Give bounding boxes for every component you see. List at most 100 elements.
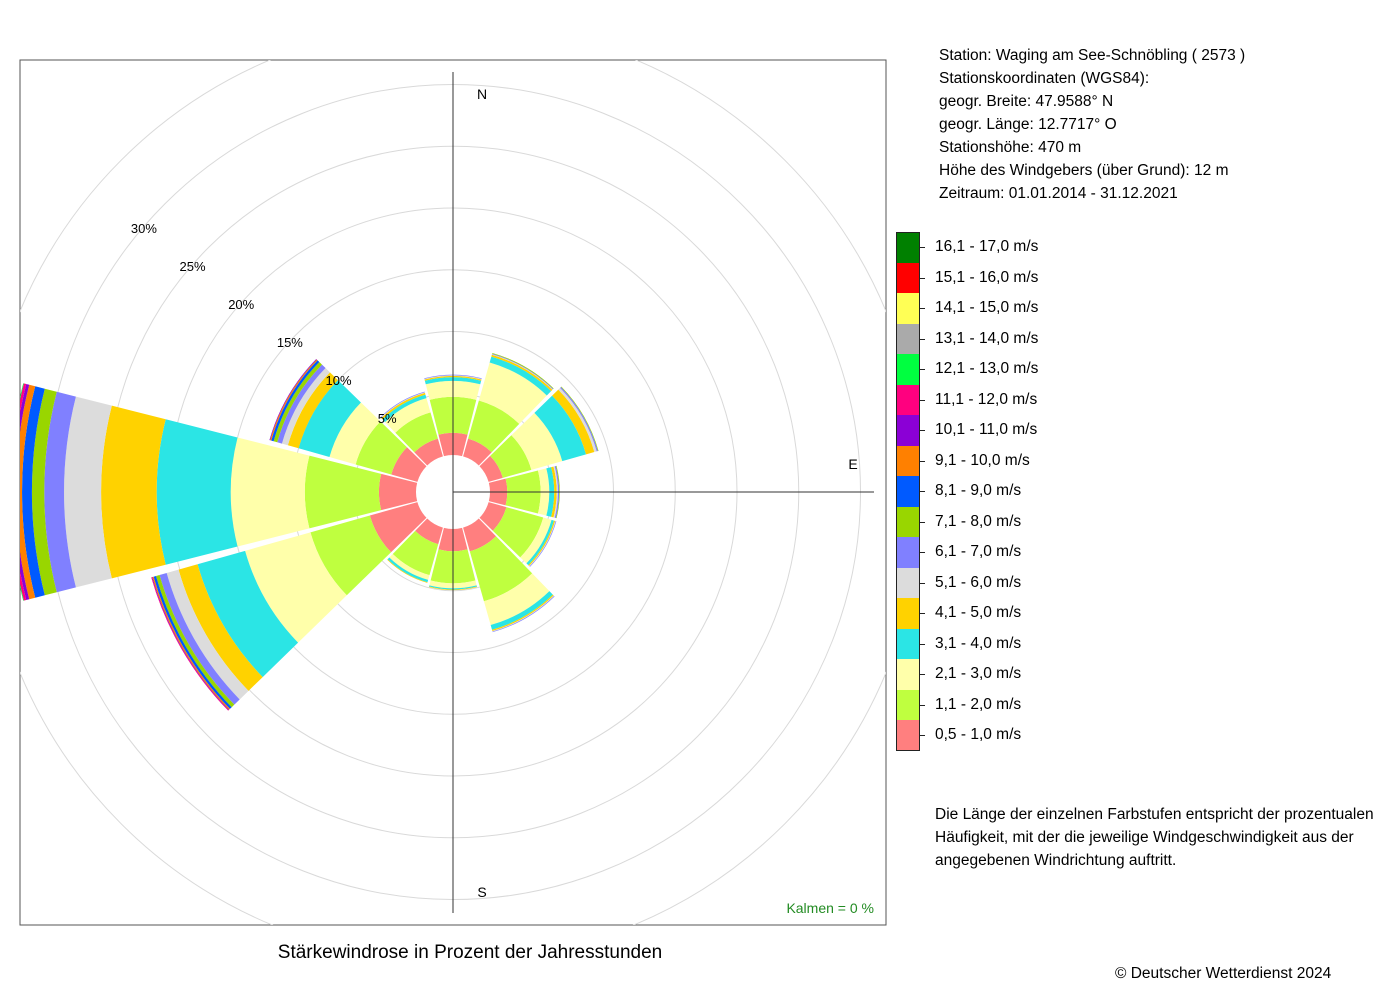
sector-330-class-0 [414, 438, 443, 466]
sector-210-class-2 [389, 553, 430, 580]
sector-330-class-2 [385, 398, 431, 433]
sector-270-class-0 [378, 473, 418, 511]
legend-label: 10,1 - 11,0 m/s [935, 421, 1038, 438]
legend-swatch [896, 384, 920, 415]
legend-label: 6,1 - 7,0 m/s [935, 543, 1022, 560]
ring-label-10: 10% [326, 373, 352, 388]
sector-120-class-2 [520, 517, 552, 564]
sector-120-class-0 [479, 502, 507, 531]
sector-210-class-0 [415, 518, 443, 545]
sector-120-class-1 [492, 507, 544, 558]
sector-330-class-3 [382, 394, 427, 423]
legend-label: 1,1 - 2,0 m/s [935, 695, 1022, 713]
sector-30-class-3 [489, 356, 552, 396]
legend-tick [920, 552, 925, 553]
sector-150-class-3 [490, 591, 553, 630]
legend-label: 0,5 - 1,0 m/s [935, 726, 1022, 743]
sector-60-class-0 [479, 455, 503, 482]
sector-270-class-11 [20, 383, 27, 601]
sector-60-class-4 [552, 389, 595, 455]
compass-label-s: S [477, 884, 486, 900]
sector-0-class-4 [424, 375, 482, 381]
sector-0-class-5 [424, 375, 482, 380]
sector-30-class-0 [463, 438, 492, 466]
legend-label: 7,1 - 8,0 m/s [935, 512, 1022, 530]
sector-90-class-4 [551, 466, 557, 518]
legend-swatch [896, 476, 920, 507]
compass-axes [452, 72, 874, 913]
sector-270-class-2 [230, 437, 310, 547]
sector-90-class-6 [554, 465, 560, 519]
coords-header: Stationskoordinaten (WGS84): [939, 70, 1150, 87]
sector-270-class-1 [304, 455, 382, 529]
sector-150-class-0 [463, 518, 497, 552]
sector-300-class-4 [287, 372, 338, 449]
legend-label: 12,1 - 13,0 m/s [935, 360, 1039, 377]
sector-330-class-4 [381, 392, 426, 420]
sector-270-class-3 [156, 419, 238, 565]
calm-label: Kalmen = 0 % [786, 900, 874, 916]
sector-90-class-5 [553, 466, 558, 518]
sector-240-class-6 [159, 573, 240, 705]
sector-270-class-8 [22, 386, 45, 598]
sensor-height: Höhe des Windgebers (über Grund): 12 m [939, 162, 1229, 179]
sector-60-class-5 [558, 387, 597, 452]
legend-tick [920, 735, 925, 736]
sector-300-class-3 [298, 380, 361, 458]
latitude: geogr. Breite: 47.9588° N [939, 93, 1114, 110]
sector-30-class-2 [478, 362, 547, 424]
sector-240-class-5 [166, 569, 249, 700]
legend-tick [920, 369, 925, 370]
sector-150-class-1 [469, 536, 533, 602]
sector-300-class-1 [355, 421, 407, 475]
legend-label: 3,1 - 4,0 m/s [935, 634, 1022, 652]
legend-label: 11,1 - 12,0 m/s [935, 390, 1038, 408]
sector-60-class-1 [490, 435, 532, 478]
legend-label: 13,1 - 14,0 m/s [935, 329, 1039, 347]
legend-label: 15,1 - 16,0 m/s [935, 268, 1039, 286]
legend-tick [920, 704, 925, 706]
legend-swatch [896, 293, 920, 324]
legend-swatch [896, 354, 920, 385]
sector-240-class-3 [197, 550, 299, 678]
legend-swatch [896, 659, 920, 690]
legend-swatch [896, 445, 920, 476]
longitude: geogr. Länge: 12.7717° O [939, 116, 1117, 133]
legend-tick [920, 430, 925, 431]
ring-label-5: 5% [378, 411, 397, 426]
sector-300-class-8 [271, 360, 320, 442]
sector-210-class-1 [392, 530, 439, 576]
legend-tick [920, 643, 925, 645]
sector-30-class-4 [491, 354, 553, 392]
legend-tick [920, 247, 925, 248]
legend-tick [920, 674, 925, 675]
legend-swatch [896, 232, 920, 263]
sector-300-class-7 [273, 362, 322, 443]
sector-240-class-1 [310, 515, 392, 596]
legend-tick [920, 613, 925, 614]
sector-300-class-5 [281, 368, 330, 446]
copyright: © Deutscher Wetterdienst 2024 [1115, 965, 1332, 982]
legend-note: Die Länge der einzelnen Farbstufen entsp… [935, 806, 1374, 869]
legend-tick [920, 460, 925, 462]
legend-swatch [896, 567, 920, 598]
station-name: Station: Waging am See-Schnöbling ( 2573… [939, 47, 1246, 64]
legend-swatch [896, 628, 920, 659]
sector-300-class-2 [329, 402, 381, 465]
legend-tick [920, 308, 925, 309]
station-info: Station: Waging am See-Schnöbling ( 2573… [939, 44, 1245, 205]
legend-tick [920, 582, 925, 584]
legend-label: 2,1 - 3,0 m/s [935, 665, 1022, 682]
legend-tick [920, 491, 925, 492]
sector-300-class-0 [391, 447, 427, 482]
ring-label-25: 25% [180, 259, 206, 274]
legend-label: 16,1 - 17,0 m/s [935, 238, 1039, 255]
sector-270-class-7 [31, 388, 57, 596]
legend-swatch [896, 689, 920, 720]
legend-swatch [896, 537, 920, 568]
sector-270-class-6 [44, 391, 76, 593]
legend-tick [920, 277, 925, 279]
legend-swatch [896, 598, 920, 629]
sector-210-class-3 [387, 557, 429, 583]
